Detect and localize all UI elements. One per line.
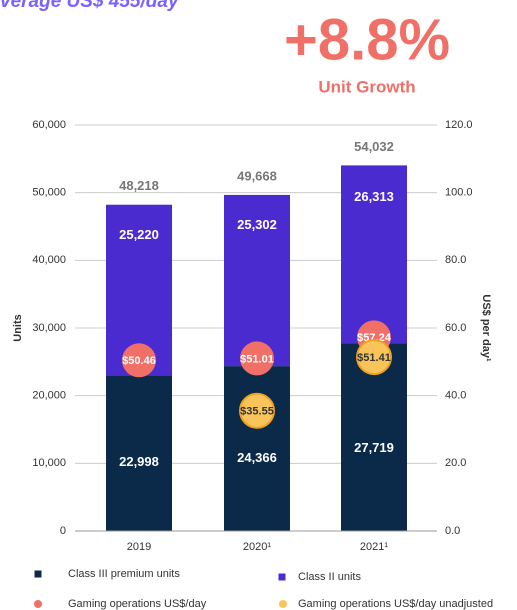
bar-segment <box>224 366 290 531</box>
point-label: $51.01 <box>240 353 274 365</box>
total-label: 49,668 <box>237 168 277 183</box>
legend-label: Class II units <box>298 571 361 583</box>
y-tick-label: 30,000 <box>32 322 66 334</box>
y-tick-label: 0 <box>60 525 66 537</box>
y2-tick-label: 80.0 <box>445 254 466 266</box>
bar-value-label: 25,220 <box>119 227 159 242</box>
y-tick-label: 50,000 <box>32 187 66 199</box>
growth-label: Unit Growth <box>318 77 415 96</box>
y2-axis-label: US$ per day¹ <box>480 294 492 362</box>
bar-segment <box>341 165 407 344</box>
y2-tick-label: 40.0 <box>445 390 466 402</box>
y-tick-label: 10,000 <box>32 457 66 469</box>
y-tick-label: 20,000 <box>32 390 66 402</box>
bar-segment <box>224 194 290 367</box>
point <box>356 339 392 376</box>
x-tick-label: 2019 <box>127 541 151 553</box>
y2-tick-label: 100.0 <box>445 187 473 199</box>
legend-label: Gaming operations US$/day <box>68 598 207 610</box>
point-label: $50.46 <box>122 355 156 367</box>
legend-marker <box>34 600 42 608</box>
legend-marker <box>34 570 42 578</box>
legend-label: Class III premium units <box>68 568 180 580</box>
legend-label: Gaming operations US$/day unadjusted <box>298 598 493 610</box>
legend-marker <box>279 600 287 608</box>
total-label: 54,032 <box>354 139 394 154</box>
bar-value-label: 24,366 <box>237 450 277 465</box>
bar-value-label: 26,313 <box>354 189 394 204</box>
total-label: 48,218 <box>119 178 159 193</box>
point <box>240 341 274 376</box>
growth: +8.8% <box>284 7 450 72</box>
x-tick-label: 2020¹ <box>243 541 271 553</box>
point <box>122 343 156 378</box>
y-tick-label: 60,000 <box>32 119 66 131</box>
x-tick-label: 2021¹ <box>360 541 388 553</box>
bar-value-label: 22,998 <box>119 454 159 469</box>
legend-marker <box>278 573 286 581</box>
point-label: $51.41 <box>357 352 391 364</box>
y-axis-label: Units <box>12 314 24 342</box>
y2-tick-label: 0.0 <box>445 525 460 537</box>
bar-value-label: 27,719 <box>354 440 394 455</box>
y2-tick-label: 120.0 <box>445 119 473 131</box>
point-label: $35.55 <box>240 406 274 418</box>
y2-tick-label: 60.0 <box>445 322 466 334</box>
bar-value-label: 25,302 <box>237 217 277 232</box>
point <box>239 392 275 429</box>
y2-tick-label: 20.0 <box>445 457 466 469</box>
bar-segment <box>106 375 172 531</box>
headline: verage US$ 455/day <box>0 0 180 12</box>
y-tick-label: 40,000 <box>32 254 66 266</box>
